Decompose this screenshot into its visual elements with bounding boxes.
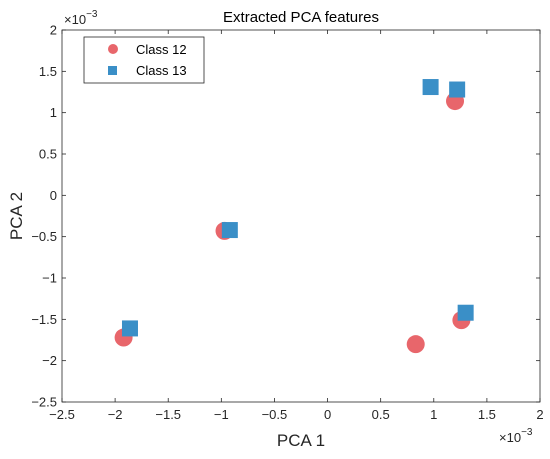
x-tick-label: 0.5 [372,407,390,422]
legend-marker-class-12 [108,44,118,54]
x-tick-label: −1 [214,407,229,422]
y-tick-label: 2 [50,23,57,38]
chart-title: Extracted PCA features [223,9,379,26]
svg-text:×10−3: ×10−3 [499,427,533,445]
x-tick-label: 0 [324,407,331,422]
data-points [114,79,474,354]
y-axis-exponent: ×10−3 [64,9,98,27]
x-tick-label: 1 [430,407,437,422]
y-tick-label: −2.5 [31,395,57,410]
plot-frame [61,29,541,403]
y-tick-label: 0.5 [39,147,57,162]
y-tick-label: −1 [42,271,57,286]
x-tick-label: −2 [108,407,123,422]
data-point-class-13 [449,81,466,98]
data-point-class-13 [121,320,138,337]
legend-label-class-13: Class 13 [136,63,187,78]
x-tick-labels: −2.5 −2 −1.5 −1 −0.5 0 0.5 1 1.5 2 [49,407,543,422]
x-tick-label: −1.5 [155,407,181,422]
y-tick-label: 1 [50,105,57,120]
y-tick-label: 0 [50,188,57,203]
y-tick-label: −2 [42,353,57,368]
x-axis-label: PCA 1 [277,431,325,450]
x-exponent-base: ×10 [499,430,521,445]
y-tick-label: −1.5 [31,312,57,327]
y-exponent-base: ×10 [64,12,86,27]
x-tick-label: −0.5 [262,407,288,422]
x-axis-exponent: ×10−3 [499,427,533,445]
data-point-class-13 [422,79,439,96]
y-axis-label: PCA 2 [7,192,26,240]
x-exponent-power: −3 [521,427,533,438]
legend-label-class-12: Class 12 [136,42,187,57]
y-tick-labels: −2.5 −2 −1.5 −1 −0.5 0 0.5 1 1.5 2 [31,23,57,410]
legend: Class 12 Class 13 [83,36,205,84]
legend-marker-class-13 [108,66,117,75]
x-tick-label: 2 [536,407,543,422]
y-tick-label: −0.5 [31,229,57,244]
plot-area [62,30,540,402]
legend-box [83,36,205,84]
x-tick-label: 1.5 [478,407,496,422]
svg-text:×10−3: ×10−3 [64,9,98,27]
y-exponent-power: −3 [86,9,98,20]
data-point-class-13 [457,304,474,321]
data-point-class-12 [406,335,425,354]
x-tick-label: −2.5 [49,407,75,422]
data-point-class-13 [221,222,238,239]
y-tick-label: 1.5 [39,64,57,79]
